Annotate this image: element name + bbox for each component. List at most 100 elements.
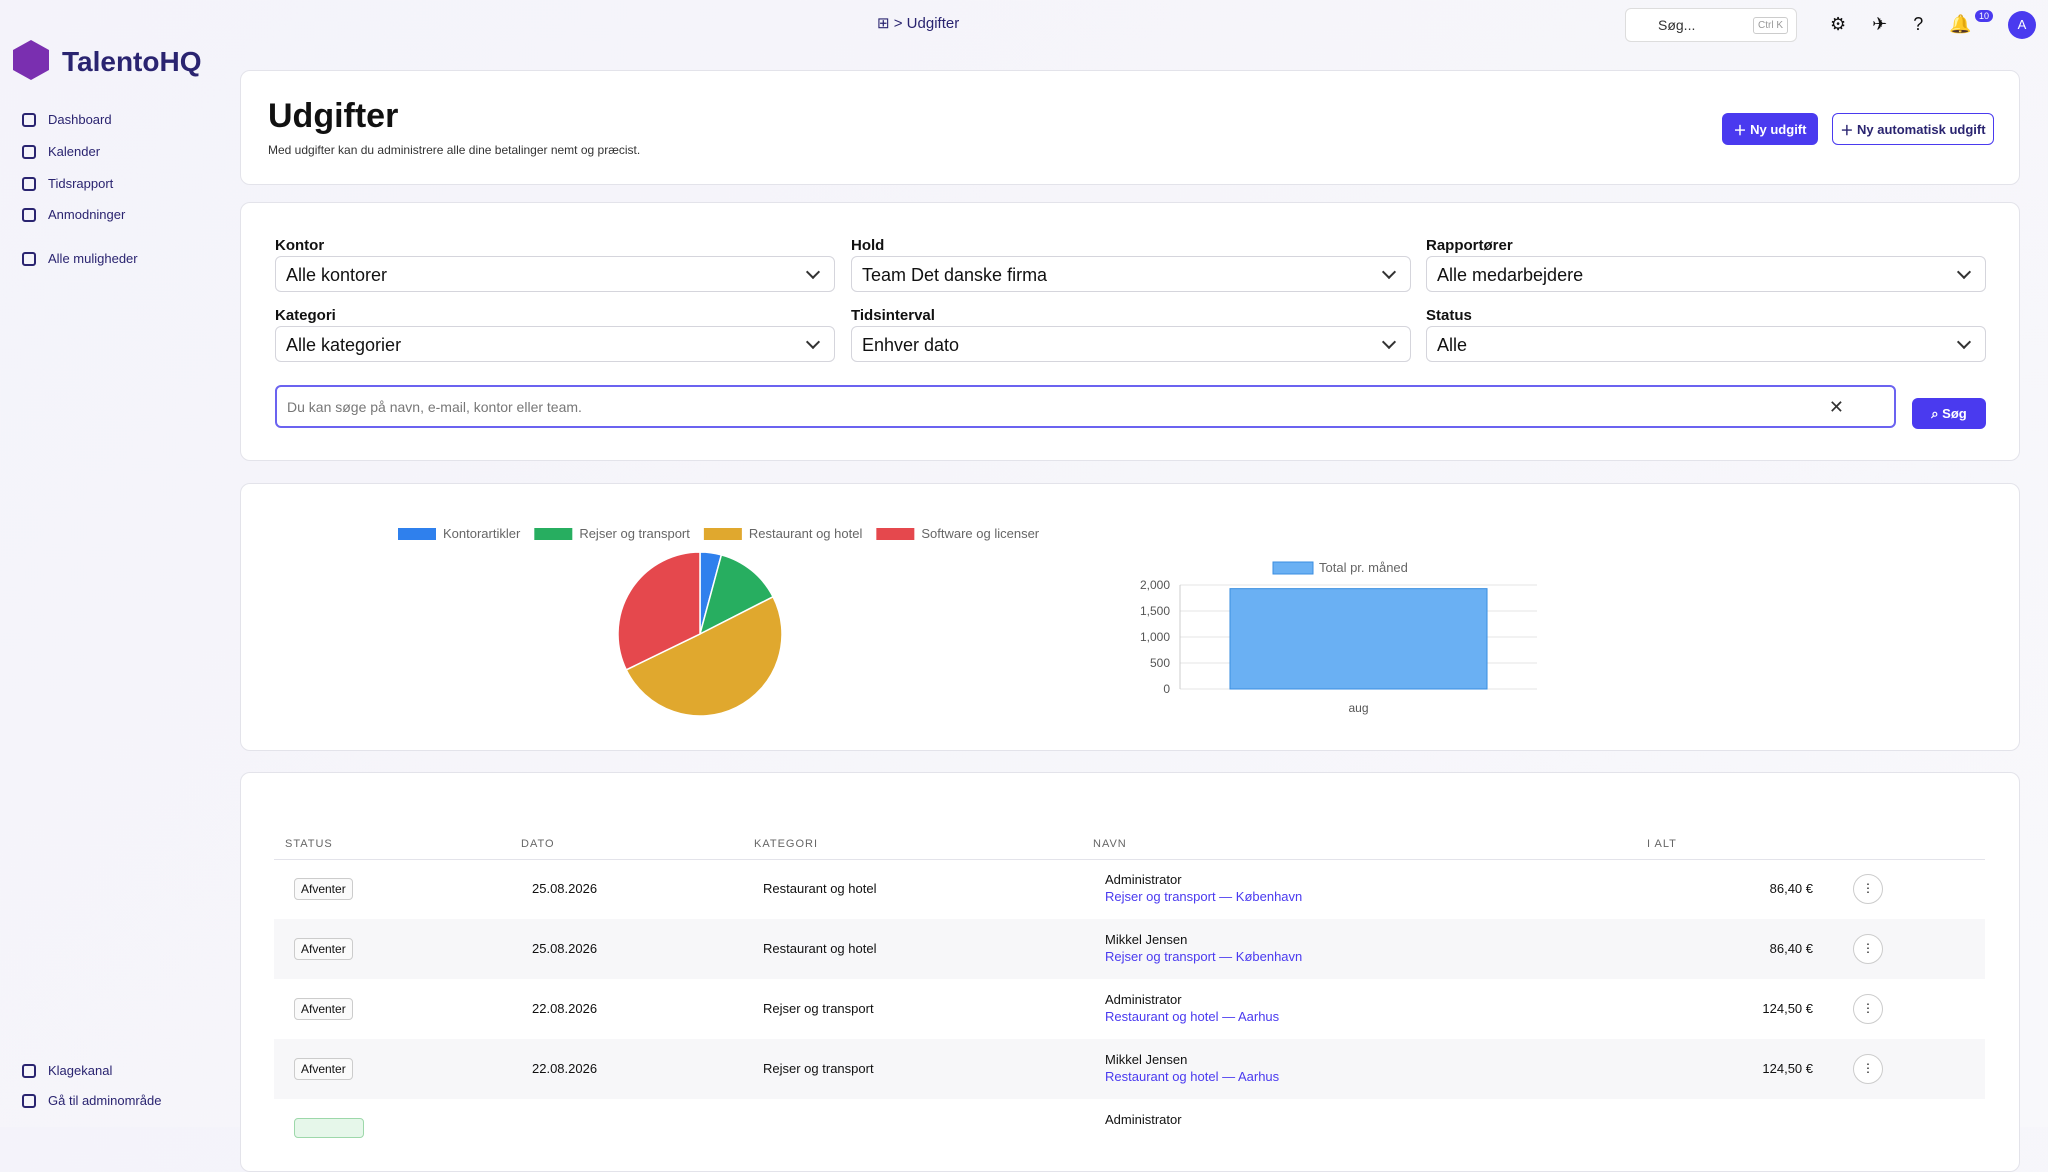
row-band [274, 1039, 1985, 1099]
category: Rejser og transport [763, 1001, 874, 1016]
filter-label: Kontor [275, 237, 325, 254]
search-button[interactable]: ⌕ Søg [1912, 398, 1986, 429]
legend-swatch [398, 528, 436, 540]
nav-item[interactable]: Anmodninger [22, 207, 125, 222]
category: Rejser og transport [763, 1061, 874, 1076]
amount: 124,50 € [1762, 1001, 1813, 1016]
amount: 124,50 € [1762, 1061, 1813, 1076]
row-menu[interactable]: ⋮ [1853, 1054, 1883, 1084]
charts: Kontorartikler Rejser og transport Restaur… [398, 526, 1537, 717]
nav-label: Gå til adminområde [48, 1093, 162, 1108]
row-menu[interactable]: ⋮ [1853, 994, 1883, 1024]
name: Administrator [1105, 1112, 1182, 1127]
bar [1229, 588, 1488, 690]
date: 25.08.2026 [532, 881, 598, 896]
nav-icon [22, 251, 36, 266]
filter-card: Du kan søge på navn, e-mail, kontor elle… [240, 202, 2020, 461]
amount: 86,40 € [1769, 941, 1813, 956]
status-badge [294, 1118, 364, 1138]
global-search[interactable]: Søg... Ctrl K [1625, 8, 1797, 42]
status-badge: Afventer [294, 878, 353, 900]
nav-item[interactable]: Dashboard [22, 112, 112, 127]
search-placeholder: Du kan søge på navn, e-mail, kontor elle… [287, 399, 582, 415]
team-link[interactable]: Rejser og transport — København [1105, 949, 1303, 964]
column-header: STATUS [285, 838, 333, 850]
nav-label: Klagekanal [48, 1063, 113, 1078]
nav-icon [22, 207, 36, 222]
nav-label: Dashboard [48, 112, 112, 127]
filter-label: Rapportører [1426, 237, 1513, 254]
row-menu[interactable]: ⋮ [1853, 874, 1883, 904]
nav-icon [22, 112, 36, 127]
shortcut: Ctrl K [1753, 17, 1788, 34]
page-subtitle: Med udgifter kan du administrere alle di… [268, 143, 641, 157]
breadcrumb-current[interactable]: Udgifter [906, 15, 960, 32]
column-header: I ALT [1647, 838, 1677, 850]
status-badge: Afventer [294, 998, 353, 1020]
nav-icon [22, 1063, 36, 1078]
nav-icon [22, 144, 36, 159]
y-tick-label: 0 [1163, 682, 1170, 696]
nav-label: Kalender [48, 144, 101, 159]
nav-label: Anmodninger [48, 207, 126, 222]
amount: 86,40 € [1769, 881, 1813, 896]
nav-item[interactable]: Tidsrapport [22, 176, 113, 191]
category: Restaurant og hotel [763, 881, 877, 896]
new-auto-expense-button[interactable]: ＋ Ny automatisk udgift [1832, 113, 1994, 145]
filter-select[interactable]: Team Det danske firma [851, 256, 1411, 292]
header-rule [274, 859, 1985, 860]
nav-item[interactable]: Klagekanal [22, 1063, 112, 1078]
logo-icon [13, 40, 49, 80]
filter-label: Hold [851, 237, 885, 254]
filter-label: Kategori [275, 307, 336, 324]
button-label: Søg [1942, 406, 1967, 421]
name: Administrator [1105, 992, 1182, 1007]
search-input[interactable]: Du kan søge på navn, e-mail, kontor elle… [275, 385, 1896, 428]
nav-label: Tidsrapport [48, 176, 114, 191]
new-expense-button[interactable]: ＋ Ny udgift [1722, 113, 1818, 145]
team-link[interactable]: Rejser og transport — København [1105, 889, 1303, 904]
row-menu[interactable]: ⋮ [1853, 934, 1883, 964]
filter-select[interactable]: Enhver dato [851, 326, 1411, 362]
page-title: Udgifter [268, 97, 399, 135]
button-label: Ny udgift [1750, 121, 1807, 137]
column-header: KATEGORI [754, 838, 819, 850]
team-link[interactable]: Restaurant og hotel — Aarhus [1105, 1069, 1280, 1084]
status-badge: Afventer [294, 1058, 353, 1080]
team-link[interactable]: Restaurant og hotel — Aarhus [1105, 1009, 1280, 1024]
nav-item[interactable]: Alle muligheder [22, 251, 138, 266]
pie-slice [625, 595, 783, 717]
logo[interactable]: TalentoHQ [62, 46, 202, 77]
button-label: Ny automatisk udgift [1857, 121, 1986, 137]
filter-select[interactable]: Alle medarbejdere [1426, 256, 1986, 292]
filter-select[interactable]: Alle [1426, 326, 1986, 362]
avatar[interactable]: A [2008, 11, 2036, 39]
row-band [274, 919, 1985, 979]
search-placeholder: Søg... [1658, 17, 1696, 33]
breadcrumb[interactable]: ⊞ > Udgifter [877, 15, 960, 32]
y-tick-label: 500 [1150, 656, 1170, 670]
filter-select[interactable]: Alle kategorier [275, 326, 835, 362]
category: Restaurant og hotel [763, 941, 877, 956]
chart-card: Kontorartikler Rejser og transport Restaur… [240, 483, 2020, 751]
top-icons[interactable]: ⚙✈?🔔 [1830, 14, 1998, 34]
date: 22.08.2026 [532, 1061, 598, 1076]
legend-swatch [1272, 561, 1314, 575]
legend-label: Kontorartikler [443, 526, 521, 541]
legend-swatch [534, 528, 573, 540]
filter-label: Tidsinterval [851, 307, 935, 324]
pie-slice [698, 553, 775, 636]
legend-label: Total pr. måned [1319, 560, 1408, 575]
nav-item[interactable]: Kalender [22, 144, 100, 159]
filter-select[interactable]: Alle kontorer [275, 256, 835, 292]
x-tick-label: aug [1348, 701, 1368, 715]
header-card: Udgifter Med udgifter kan du administrer… [240, 70, 2020, 185]
y-tick-label: 1,000 [1140, 630, 1170, 644]
date: 25.08.2026 [532, 941, 598, 956]
nav-item[interactable]: Gå til adminområde [22, 1093, 161, 1108]
nav-icon [22, 176, 36, 191]
legend-swatch [703, 528, 742, 540]
nav-label: Alle muligheder [48, 251, 138, 266]
pie-slice [617, 551, 701, 671]
y-tick-label: 1,500 [1140, 604, 1170, 618]
